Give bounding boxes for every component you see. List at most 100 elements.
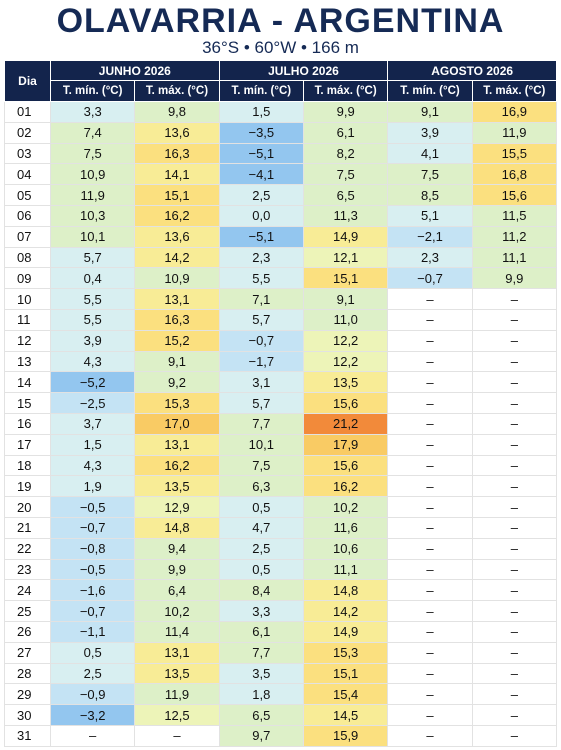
temperature-cell: – (387, 579, 473, 602)
temperature-cell: – (471, 662, 558, 685)
temperature-cell: 10,2 (302, 496, 389, 518)
temperature-cell: – (471, 371, 558, 394)
temperature-cell: 16,2 (302, 475, 389, 498)
temperature-cell: 12,9 (134, 496, 220, 518)
temperature-table: Dia JUNHO 2026 JULHO 2026 AGOSTO 2026 T. mí… (4, 60, 558, 747)
day-cell: 09 (4, 267, 51, 290)
table-row: 31– –9,7 15,9– – (4, 724, 558, 747)
table-row: 02 7,4 13,6 −3,5 6,1 3,9 11,9 (4, 121, 558, 144)
day-cell: 24 (4, 579, 51, 602)
table-row: 08 5,7 14,2 2,3 12,1 2,3 11,1 (4, 246, 558, 269)
day-cell: 29 (4, 683, 51, 706)
temperature-cell: – (387, 288, 473, 310)
temperature-cell: 7,5 (218, 454, 304, 477)
day-cell: 27 (4, 641, 51, 664)
temperature-cell: 14,2 (134, 246, 220, 269)
temperature-cell: – (471, 454, 558, 477)
temperature-cell: −0,5 (49, 558, 136, 581)
temperature-cell: – (471, 496, 558, 518)
temperature-cell: 13,5 (302, 371, 389, 394)
temperature-cell: 15,6 (302, 454, 389, 477)
temperature-cell: 16,9 (471, 101, 558, 123)
temperature-cell: 9,7 (218, 724, 304, 747)
temperature-cell: 10,3 (49, 204, 136, 227)
temperature-cell: – (387, 537, 473, 560)
temperature-cell: 2,3 (387, 246, 473, 269)
temperature-cell: – (471, 329, 558, 352)
temperature-cell: 15,6 (471, 184, 558, 206)
temperature-cell: 2,5 (218, 537, 304, 560)
temperature-cell: – (471, 308, 558, 331)
temperature-cell: 12,2 (302, 329, 389, 352)
temperature-cell: −5,1 (218, 225, 304, 248)
temperature-cell: 14,2 (302, 600, 389, 622)
title: OLAVARRIA - ARGENTINA (56, 2, 505, 40)
temperature-cell: 14,9 (302, 620, 389, 643)
day-cell: 31 (4, 724, 51, 747)
day-cell: 15 (4, 392, 51, 414)
temperature-cell: 5,7 (218, 392, 304, 414)
table-row: 01 3,3 9,8 1,5 9,9 9,1 16,9 (4, 101, 558, 123)
table-row: 09 0,4 10,9 5,5 15,1 −0,7 9,9 (4, 267, 558, 290)
table-row: 18 4,3 16,2 7,5 15,6– – (4, 454, 558, 477)
temperature-cell: – (471, 620, 558, 643)
table-row: 05 11,9 15,1 2,5 6,5 8,5 15,6 (4, 184, 558, 206)
table-row: 11 5,5 16,3 5,7 11,0– – (4, 308, 558, 331)
temperature-cell: 11,9 (134, 683, 220, 706)
day-cell: 05 (4, 184, 51, 206)
day-cell: 01 (4, 101, 51, 123)
day-cell: 26 (4, 620, 51, 643)
temperature-cell: 6,1 (218, 620, 304, 643)
table-row: 06 10,3 16,2 0,0 11,3 5,1 11,5 (4, 204, 558, 227)
temperature-cell: 2,5 (218, 184, 304, 206)
temperature-cell: 12,2 (302, 350, 389, 373)
temperature-cell: 9,1 (387, 101, 473, 123)
temperature-cell: −0,5 (49, 496, 136, 518)
temperature-cell: 6,3 (218, 475, 304, 498)
temperature-cell: – (387, 308, 473, 331)
temperature-cell: – (471, 516, 558, 539)
temperature-cell: 3,1 (218, 371, 304, 394)
temperature-cell: 15,4 (302, 683, 389, 706)
temperature-cell: 16,3 (134, 308, 220, 331)
month-header: AGOSTO 2026 (387, 60, 557, 81)
temperature-cell: 7,5 (49, 142, 136, 165)
temperature-cell: – (471, 600, 558, 622)
temperature-cell: 15,1 (302, 267, 389, 290)
temperature-cell: 15,3 (302, 641, 389, 664)
temperature-cell: – (471, 288, 558, 310)
temperature-cell: – (387, 683, 473, 706)
temperature-cell: – (387, 371, 473, 394)
temperature-cell: 13,1 (134, 433, 220, 456)
column-header: T. mín. (°C) (387, 80, 473, 102)
day-cell: 25 (4, 600, 51, 622)
temperature-cell: −0,7 (387, 267, 473, 290)
temperature-cell: 7,7 (218, 641, 304, 664)
temperature-cell: – (387, 350, 473, 373)
temperature-cell: – (387, 412, 473, 435)
temperature-cell: – (471, 558, 558, 581)
table-row: 21 −0,7 14,8 4,7 11,6– – (4, 516, 558, 539)
month-header: JUNHO 2026 (50, 60, 220, 81)
temperature-cell: – (387, 620, 473, 643)
table-row: 14 −5,2 9,2 3,1 13,5– – (4, 371, 558, 394)
table-row: 27 0,5 13,1 7,7 15,3– – (4, 641, 558, 664)
temperature-cell: −2,1 (387, 225, 473, 248)
temperature-cell: 10,1 (49, 225, 136, 248)
column-header: T. máx. (°C) (134, 80, 220, 102)
temperature-cell: – (387, 724, 473, 747)
column-header: T. máx. (°C) (471, 80, 558, 102)
temperature-cell: 14,8 (302, 579, 389, 602)
temperature-cell: 15,1 (134, 184, 220, 206)
temperature-cell: – (471, 392, 558, 414)
temperature-cell: 5,5 (218, 267, 304, 290)
temperature-cell: 13,5 (134, 475, 220, 498)
temperature-cell: 17,0 (134, 412, 220, 435)
table-row: 28 2,5 13,5 3,5 15,1– – (4, 662, 558, 685)
column-header: T. mín. (°C) (49, 80, 136, 102)
temperature-cell: – (471, 579, 558, 602)
temperature-cell: 0,5 (218, 496, 304, 518)
temperature-cell: −5,2 (49, 371, 136, 394)
temperature-cell: 7,5 (387, 163, 473, 186)
